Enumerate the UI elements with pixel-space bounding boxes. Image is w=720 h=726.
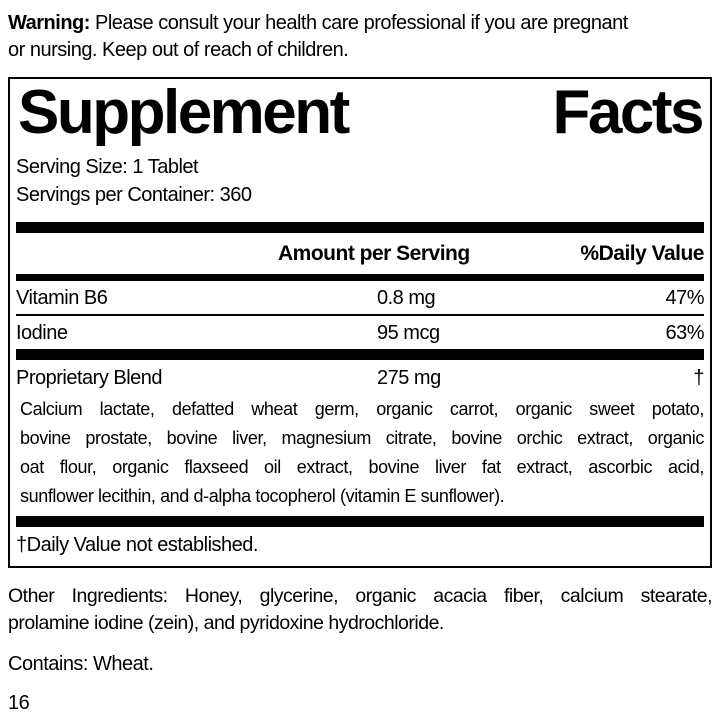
nutrient-name: Iodine — [16, 322, 68, 344]
panel-title-word-supplement: Supplement — [18, 78, 350, 147]
table-header-row: Amount per Serving %Daily Value — [16, 233, 705, 274]
nutrient-name: Vitamin B6 — [16, 287, 108, 309]
serving-size-line: Serving Size: 1 Tablet — [16, 156, 199, 178]
nutrient-daily-value: 47% — [665, 287, 704, 309]
nutrient-daily-value: 63% — [665, 322, 704, 344]
nutrient-name: Proprietary Blend — [16, 367, 163, 389]
table-row-vitamin-b6: Vitamin B6 0.8 mg 47% — [16, 281, 705, 314]
daily-value-header: %Daily Value — [580, 242, 704, 265]
warning-paragraph: Warning: Please consult your health care… — [8, 10, 712, 64]
servings-per-container-line: Servings per Container: 360 — [16, 184, 252, 206]
contains-statement: Contains: Wheat. — [8, 653, 154, 675]
nutrient-amount: 95 mcg — [377, 322, 440, 344]
table-row-iodine: Iodine 95 mcg 63% — [16, 314, 705, 349]
table-row-proprietary-blend: Proprietary Blend 275 mg † — [16, 360, 705, 395]
page-number: 16 — [8, 692, 30, 714]
amount-per-serving-header: Amount per Serving — [278, 242, 470, 265]
warning-label: Warning: — [8, 12, 90, 34]
daily-value-footnote: †Daily Value not established. — [16, 534, 258, 556]
panel-title-word-facts: Facts — [552, 78, 705, 147]
divider-bar-thick-bottom — [16, 516, 704, 527]
divider-bar-medium — [16, 274, 704, 281]
supplement-facts-panel: Supplement Facts Serving Size: 1 Tablet … — [8, 77, 712, 568]
divider-bar-thick-top — [16, 222, 704, 233]
serving-info: Serving Size: 1 Tablet Servings per Cont… — [16, 153, 704, 209]
other-ingredients-paragraph: Other Ingredients: Honey, glycerine, org… — [8, 585, 713, 634]
proprietary-blend-ingredients: Calcium lactate, defatted wheat germ, or… — [20, 399, 704, 506]
warning-text: Please consult your health care professi… — [8, 12, 628, 61]
panel-title: Supplement Facts — [16, 78, 705, 147]
nutrient-amount: 275 mg — [377, 367, 441, 389]
divider-bar-thick-mid — [16, 349, 704, 360]
nutrient-amount: 0.8 mg — [377, 287, 436, 309]
dagger-symbol: † — [693, 367, 704, 389]
